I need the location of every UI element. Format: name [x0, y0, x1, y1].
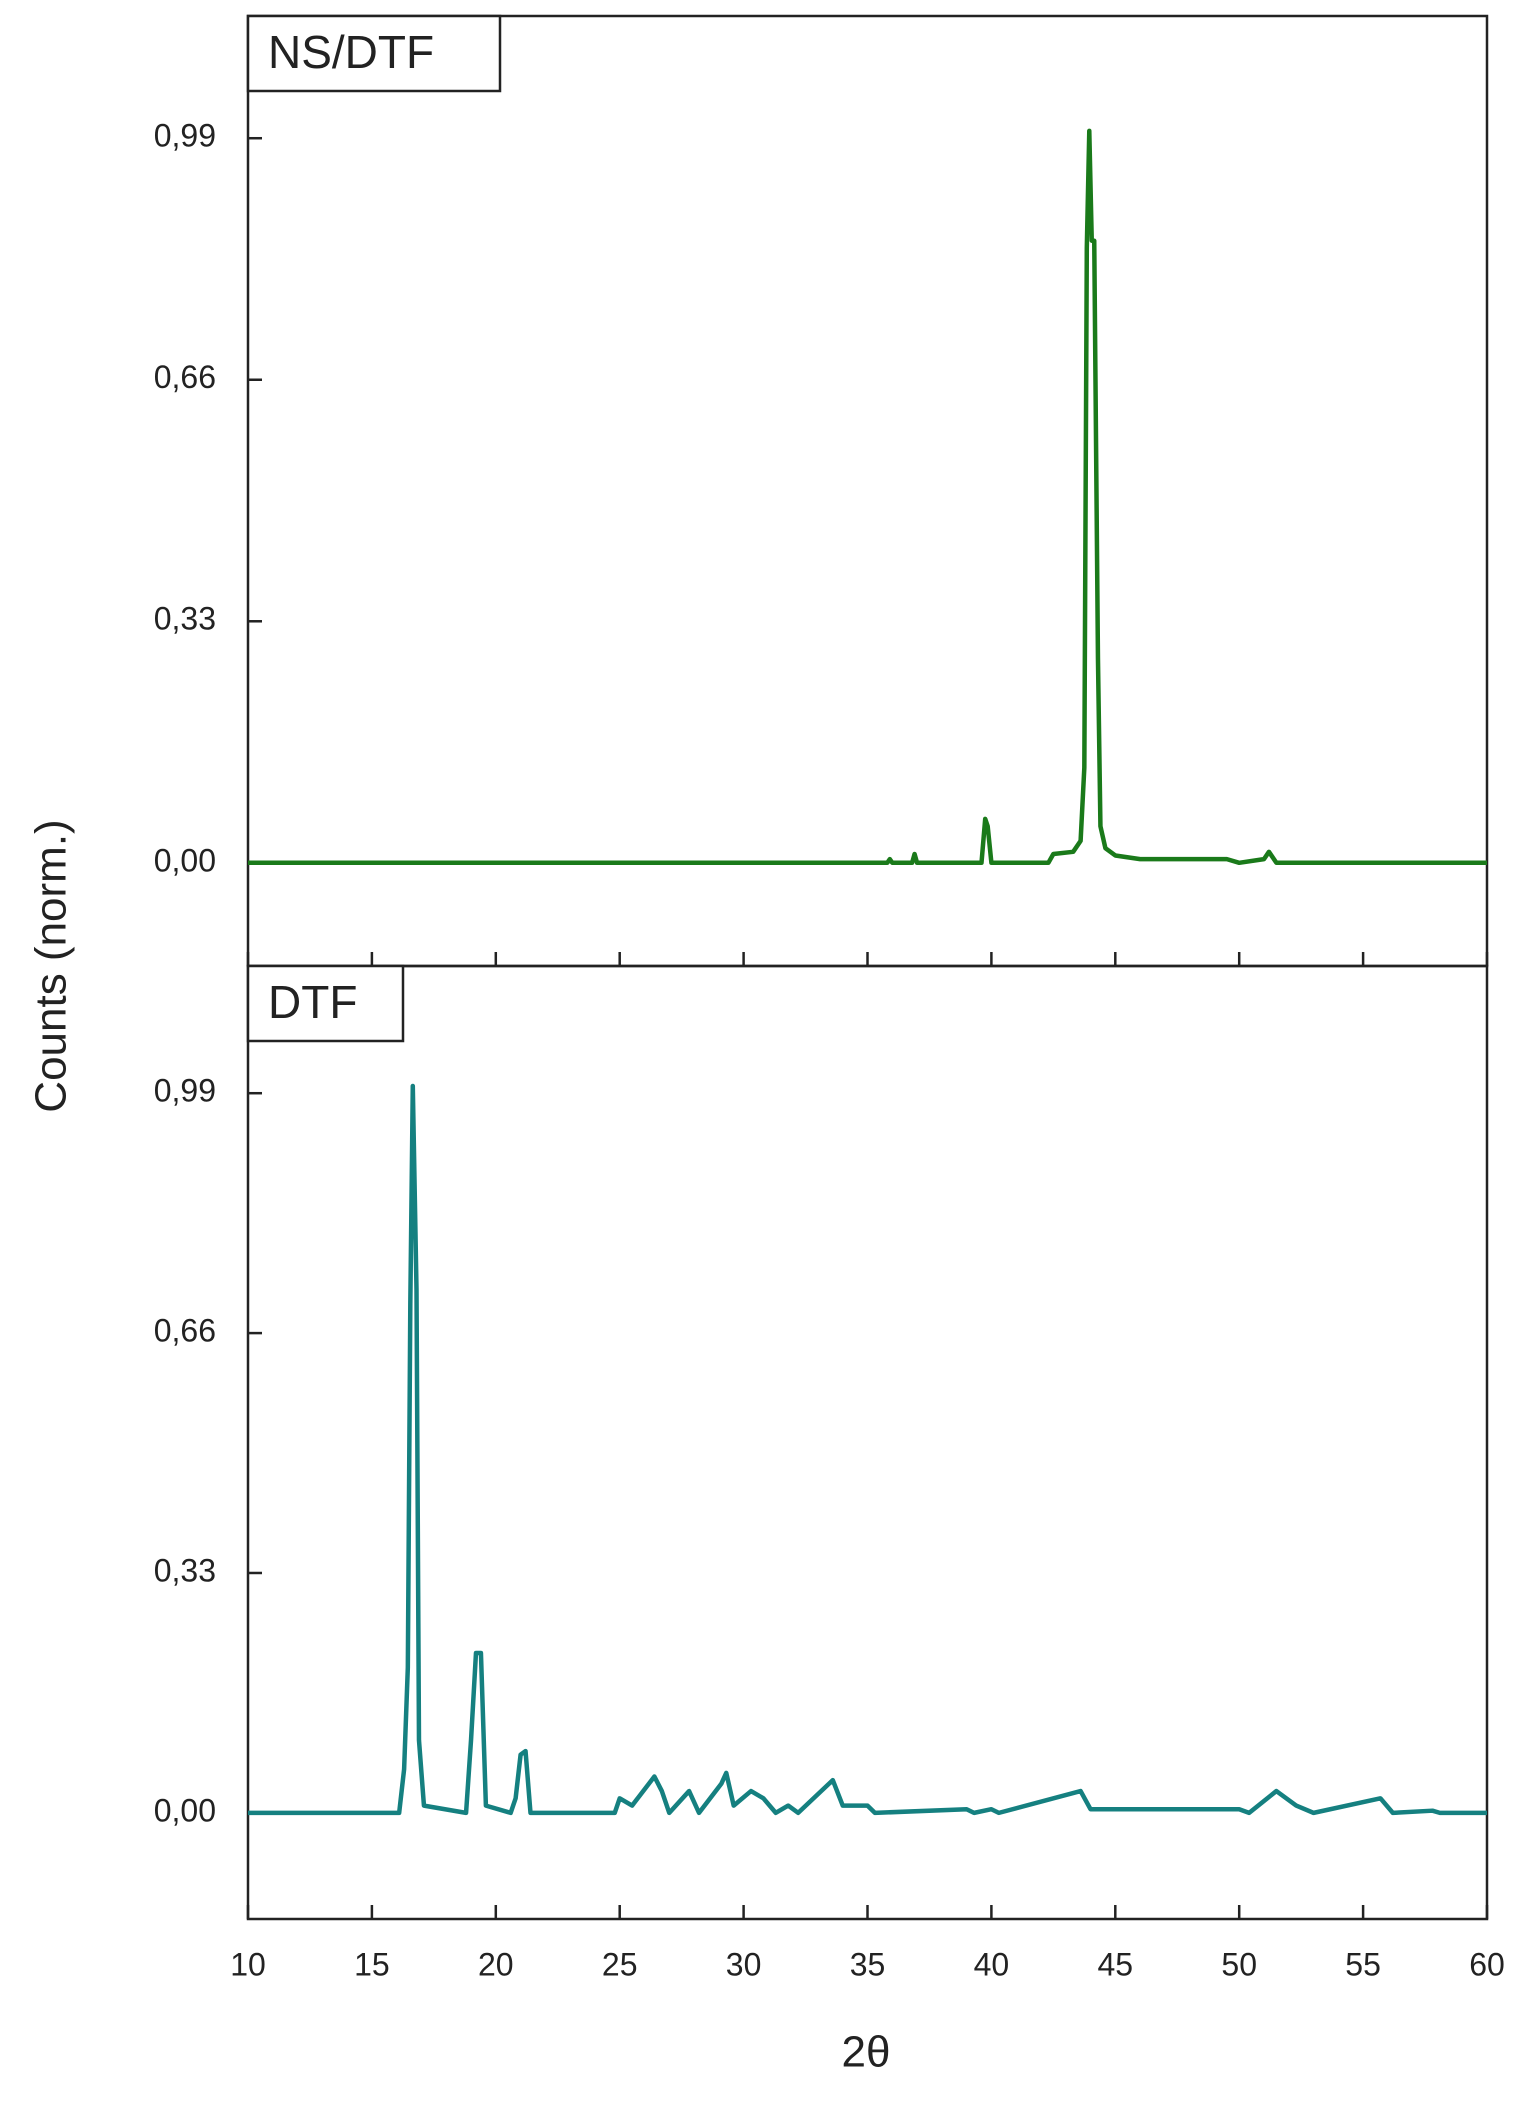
x-axis-label: 2θ: [842, 2028, 891, 2077]
data-line: [248, 128, 1487, 866]
legend-box: [246, 14, 502, 93]
plot-frame: [246, 14, 1489, 968]
y-tick-label: 0,00: [154, 1792, 216, 1828]
x-tick-label: 10: [230, 1946, 266, 1982]
x-tick-label: 15: [354, 1946, 390, 1982]
x-tick-label: 45: [1098, 1946, 1134, 1982]
x-tick-label: 35: [850, 1946, 886, 1982]
y-tick-label: 0,66: [154, 1313, 216, 1349]
x-tick-label: 55: [1345, 1946, 1381, 1982]
y-tick-label: 0,66: [154, 359, 216, 395]
data-line: [248, 1083, 1487, 1816]
plot-frame: [246, 964, 1489, 1921]
x-tick-label: 25: [602, 1946, 638, 1982]
y-axis-label: Counts (norm.): [27, 819, 76, 1112]
x-tick-label: 60: [1469, 1946, 1505, 1982]
legend-box: [246, 964, 405, 1043]
legend-label: DTF: [268, 976, 357, 1028]
x-tick-label: 40: [974, 1946, 1010, 1982]
x-tick-label: 50: [1221, 1946, 1257, 1982]
y-tick-label: 0,99: [154, 118, 216, 154]
y-tick-label: 0,00: [154, 842, 216, 878]
y-tick-label: 0,33: [154, 1552, 216, 1588]
y-tick-label: 0,33: [154, 601, 216, 637]
x-tick-label: 30: [726, 1946, 762, 1982]
legend-label: NS/DTF: [268, 26, 434, 78]
y-tick-label: 0,99: [154, 1073, 216, 1109]
x-tick-label: 20: [478, 1946, 514, 1982]
